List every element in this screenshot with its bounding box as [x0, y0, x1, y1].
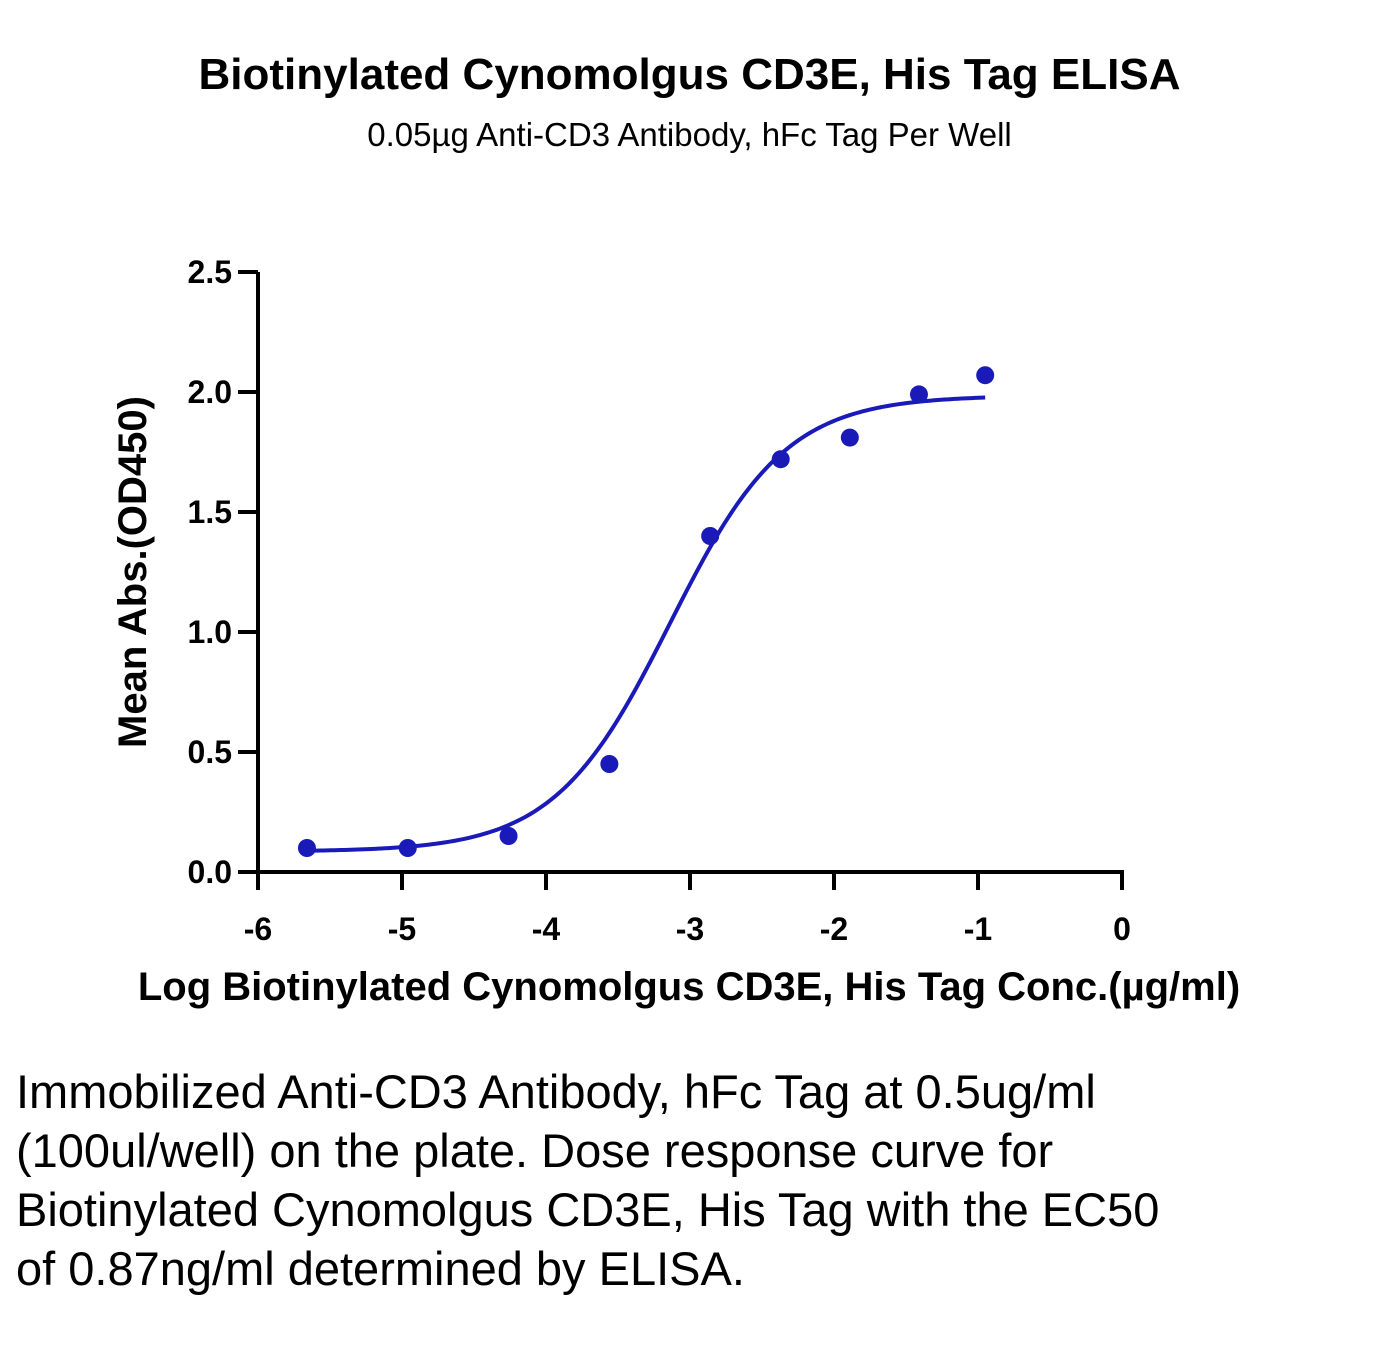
figure-caption: Immobilized Anti-CD3 Antibody, hFc Tag a… [16, 1065, 1160, 1295]
y-tick-label: 2.5 [188, 254, 232, 290]
y-tick-label: 1.5 [188, 494, 232, 530]
y-tick-label: 0.5 [188, 734, 232, 770]
x-tick-label: -3 [676, 911, 704, 947]
x-tick-label: -2 [820, 911, 848, 947]
x-tick-label: -6 [244, 911, 272, 947]
data-point [499, 827, 518, 845]
data-points-layer [297, 366, 995, 857]
data-point [600, 755, 619, 773]
x-tick-label: -1 [964, 911, 992, 947]
data-point [976, 366, 995, 385]
data-point [840, 428, 859, 447]
chart-axes: 0.0 0.5 1.0 1.5 2.0 2.5 -6 -5 -4 -3 -2 -1 0 [188, 254, 1131, 947]
x-axis-label: Log Biotinylated Cynomolgus CD3E, His Ta… [138, 965, 1240, 1009]
chart-subtitle: 0.05µg Anti-CD3 Antibody, hFc Tag Per We… [367, 116, 1012, 153]
y-tick-label: 2.0 [188, 374, 232, 410]
chart-title: Biotinylated Cynomolgus CD3E, His Tag EL… [198, 50, 1181, 99]
x-tick-label: -5 [388, 911, 416, 947]
data-point [297, 839, 316, 857]
data-point [701, 527, 720, 545]
x-tick-label: -4 [532, 911, 561, 947]
data-point [771, 450, 790, 469]
x-tick-label: 0 [1113, 911, 1131, 947]
data-point [398, 839, 417, 857]
y-tick-label: 1.0 [188, 614, 232, 650]
y-axis-label: Mean Abs.(OD450) [111, 396, 155, 748]
fit-curve [306, 395, 986, 853]
data-point [909, 385, 928, 404]
fit-curve-layer [306, 395, 986, 853]
y-tick-label: 0.0 [188, 854, 232, 890]
elisa-chart: 0.0 0.5 1.0 1.5 2.0 2.5 -6 -5 -4 -3 -2 -1 0 Mean Abs… [111, 254, 1240, 1009]
